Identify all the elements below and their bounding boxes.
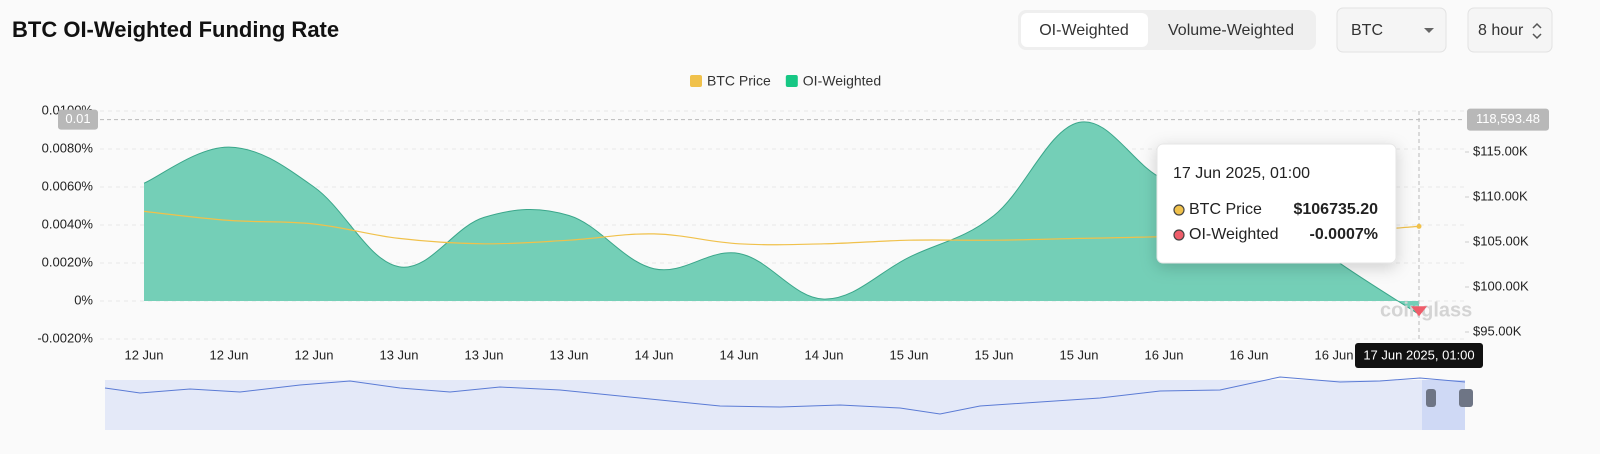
- watermark: coinglass: [1380, 299, 1472, 321]
- legend-label: OI-Weighted: [803, 73, 881, 89]
- zoom-handle[interactable]: [1459, 389, 1473, 407]
- tooltip-name: OI-Weighted: [1189, 226, 1279, 243]
- zoom-track: [105, 380, 1465, 430]
- chart-title: BTC OI-Weighted Funding Rate: [12, 17, 339, 42]
- x-tick-label: 12 Jun: [124, 347, 163, 362]
- x-tick-label: 12 Jun: [209, 347, 248, 362]
- tooltip-value: -0.0007%: [1310, 226, 1379, 243]
- tooltip-value: $106735.20: [1293, 201, 1378, 218]
- legend-swatch: [785, 75, 798, 87]
- tab-active: [1021, 13, 1148, 47]
- y2-tick-label: $95.00K: [1473, 323, 1522, 338]
- zoom-handle[interactable]: [1426, 389, 1436, 407]
- y2-tick-label: $105.00K: [1473, 233, 1529, 248]
- y2-tick-label: $100.00K: [1473, 278, 1529, 293]
- x-tick-label: 14 Jun: [634, 347, 673, 362]
- tab[interactable]: OI-Weighted: [1039, 22, 1129, 39]
- y2-tick-label: $110.00K: [1473, 188, 1528, 203]
- y2-tick-label: $115.00K: [1473, 143, 1528, 158]
- x-tick-label: 14 Jun: [804, 347, 843, 362]
- x-badge: [1355, 343, 1483, 368]
- interval-select-label: 8 hour: [1478, 22, 1524, 39]
- coin-select[interactable]: [1336, 7, 1447, 53]
- x-tick-label: 13 Jun: [464, 347, 503, 362]
- tab[interactable]: Volume-Weighted: [1168, 22, 1294, 39]
- x-tick-label: 16 Jun: [1314, 347, 1353, 362]
- x-tick-label: 14 Jun: [719, 347, 758, 362]
- area: [144, 121, 1419, 315]
- caret: [1424, 28, 1434, 33]
- x-tick-label: 17 Jun 2025, 01:00: [1363, 347, 1474, 362]
- crosshair-y2-label: 118,593.48: [1476, 111, 1540, 126]
- hover-point: [1411, 306, 1427, 317]
- x-tick-label: 16 Jun: [1144, 347, 1183, 362]
- tooltip-box: [1156, 143, 1397, 264]
- tooltip-dot: [1173, 204, 1185, 216]
- y-tick-label: 0.0060%: [42, 178, 94, 193]
- x-tick-label: 15 Jun: [1059, 347, 1098, 362]
- x-tick-label: 12 Jun: [294, 347, 333, 362]
- coin-select-label: BTC: [1351, 22, 1383, 39]
- legend-swatch: [690, 75, 702, 87]
- crosshair-badge: [1467, 108, 1549, 131]
- y-tick-label: 0.0080%: [42, 140, 94, 155]
- tooltip: 17 Jun 2025, 01:00 BTC Price $106735.20 OI-…: [1156, 143, 1397, 264]
- tooltip-title: 17 Jun 2025, 01:00: [1173, 165, 1310, 182]
- x-tick-label: 13 Jun: [379, 347, 418, 362]
- zoom-line: [104, 376, 1466, 415]
- y-tick-label: -0.0020%: [37, 330, 93, 345]
- legend-label: BTC Price: [707, 73, 771, 89]
- x-tick-label: 13 Jun: [549, 347, 588, 362]
- tooltip-name: BTC Price: [1189, 201, 1262, 218]
- x-tick-label: 15 Jun: [889, 347, 928, 362]
- spinner: [1532, 22, 1542, 40]
- y-tick-label: 0.0040%: [42, 216, 94, 231]
- crosshair-y-label: 0.01: [65, 111, 90, 126]
- interval-select[interactable]: [1467, 7, 1553, 53]
- x-tick-label: 15 Jun: [974, 347, 1013, 362]
- y-tick-label: 0.0020%: [42, 254, 94, 269]
- y-tick-label: 0%: [74, 292, 93, 307]
- crosshair-badge: [58, 109, 98, 130]
- hover-point: [1416, 223, 1422, 229]
- x-tick-label: 16 Jun: [1229, 347, 1268, 362]
- tooltip-dot: [1173, 229, 1185, 241]
